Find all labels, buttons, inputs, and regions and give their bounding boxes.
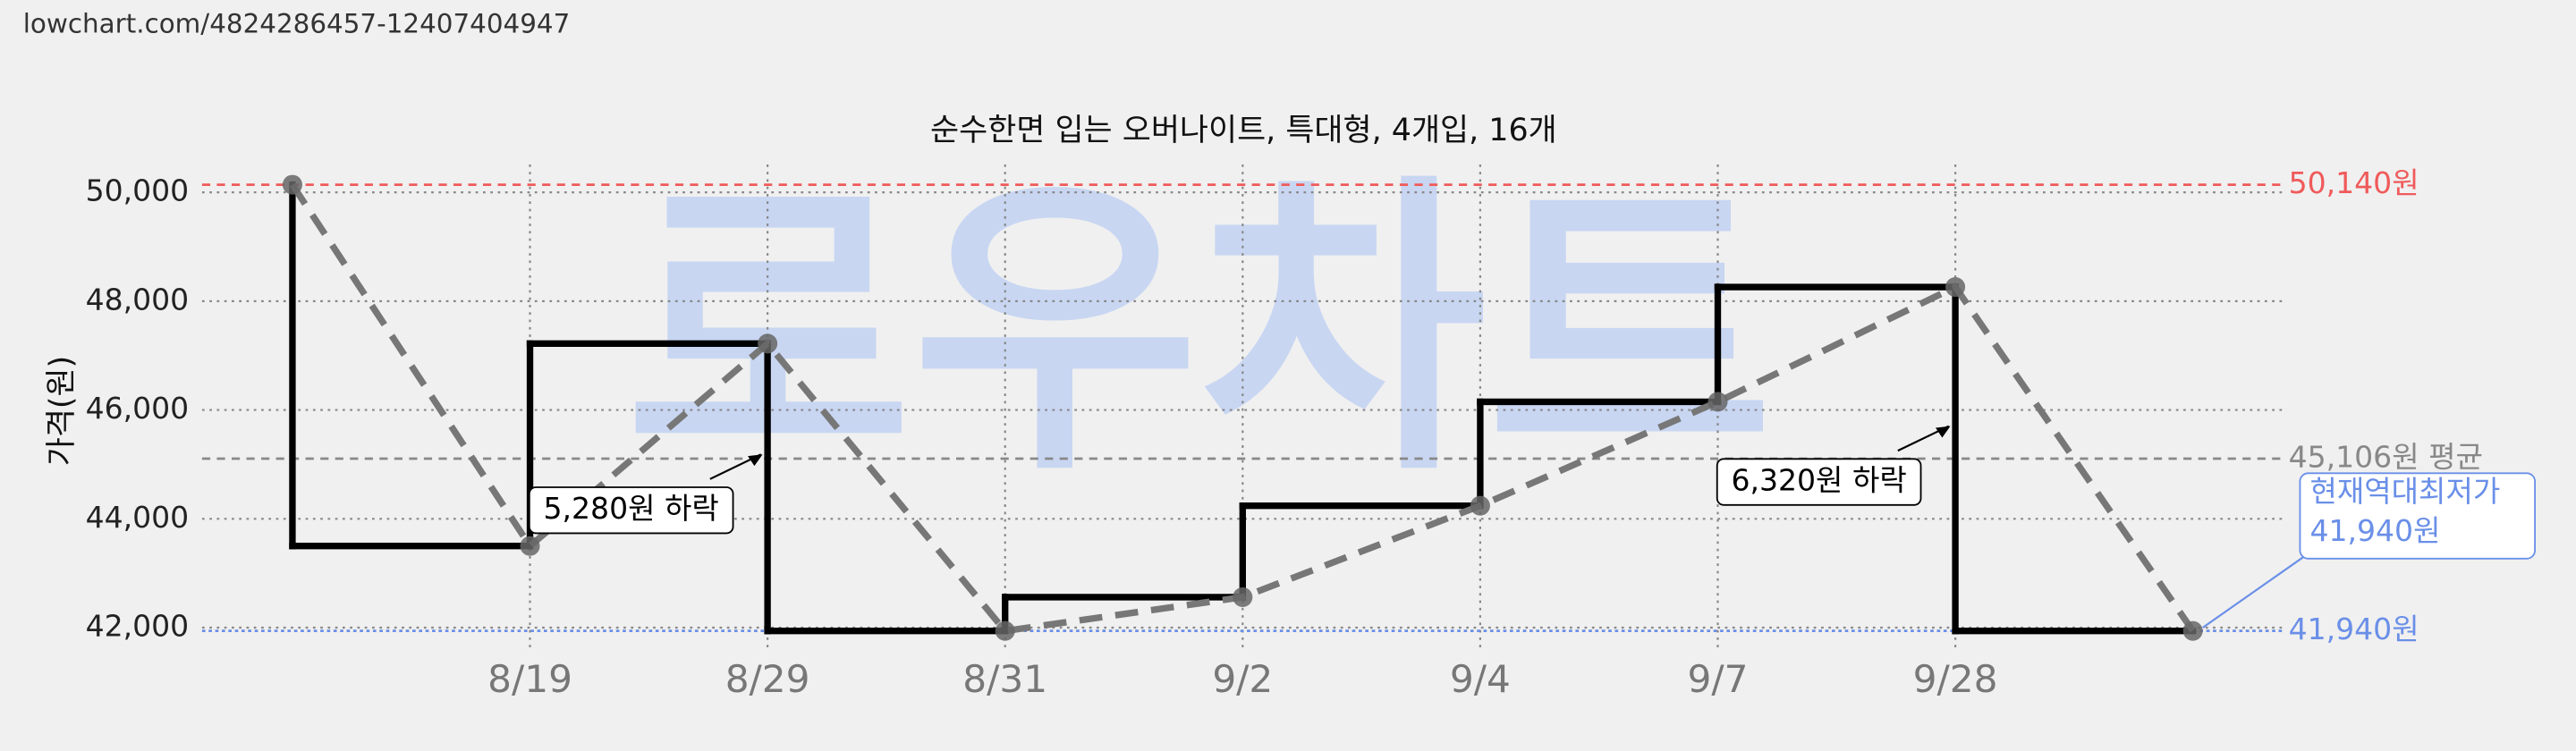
x-tick-label: 9/4 — [1450, 657, 1511, 701]
y-tick-label: 42,000 — [86, 609, 190, 644]
callout-arrow — [2202, 553, 2309, 629]
point — [1707, 392, 1728, 412]
callout-box — [2299, 472, 2536, 560]
point — [1233, 586, 1253, 607]
point — [758, 333, 778, 354]
annotation-text: 6,320원 하락 — [1731, 463, 1906, 498]
reference-label: 50,140원 — [2289, 165, 2419, 200]
callout-title: 현재역대최저가 — [2309, 474, 2500, 509]
x-tick-label: 8/31 — [962, 657, 1047, 701]
annotation-box — [528, 486, 734, 535]
chart-title: 순수한면 입는 오버나이트, 특대형, 4개입, 16개 — [930, 113, 1557, 148]
annotation-box — [1716, 458, 1922, 506]
url: lowchart.com/4824286457-12407404947 — [23, 8, 571, 38]
y-tick-label: 46,000 — [86, 391, 190, 426]
x-tick-label: 9/7 — [1687, 657, 1748, 701]
y-tick-label: 50,000 — [86, 173, 190, 208]
x-tick-label: 9/2 — [1212, 657, 1273, 701]
x-tick-label: 8/19 — [487, 657, 572, 701]
y-axis-label: 가격(원) — [44, 356, 80, 466]
point — [520, 536, 540, 556]
point — [282, 174, 302, 195]
x-tick-label: 9/28 — [1913, 657, 1998, 701]
y-tick-label: 44,000 — [86, 500, 190, 535]
annotation-arrowhead — [1936, 426, 1951, 438]
reference-label: 41,940원 — [2289, 612, 2419, 646]
point — [1470, 495, 1490, 516]
point — [995, 620, 1015, 641]
watermark: 로우차트 — [625, 150, 1774, 513]
callout-label: 41,940원 — [2309, 513, 2440, 548]
annotation-text: 5,280원 하락 — [544, 491, 719, 526]
reference-label: 45,106원 평균 — [2289, 439, 2483, 474]
point — [2182, 620, 2203, 641]
x-tick-label: 8/29 — [725, 657, 810, 701]
y-tick-label: 48,000 — [86, 282, 190, 316]
annotation-arrowhead — [748, 454, 763, 467]
point — [1945, 277, 1966, 298]
